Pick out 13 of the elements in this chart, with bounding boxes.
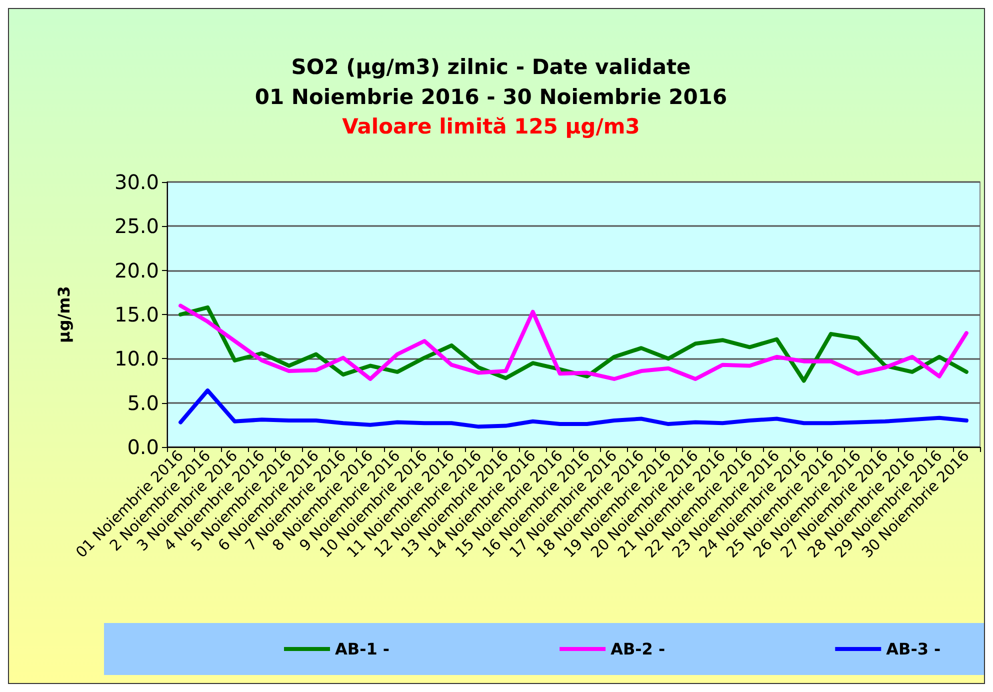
y-axis-title: µg/m3: [54, 286, 74, 343]
y-tick-label: 15.0: [114, 302, 159, 326]
legend-label: AB-1 -: [335, 640, 390, 658]
legend-label: AB-2 -: [610, 640, 666, 658]
y-tick-label: 10.0: [114, 346, 159, 371]
y-tick-label: 30.0: [114, 170, 159, 194]
y-tick-label: 5.0: [127, 390, 159, 415]
y-tick-label: 20.0: [114, 258, 159, 282]
chart-subtitle: Valoare limită 125 µg/m3: [342, 114, 640, 138]
chart-title: SO2 (µg/m3) zilnic - Date validate 01 Noiembrie 2016 - 30 Noiembrie 2016: [254, 55, 728, 109]
legend-label: AB-3 -: [886, 640, 941, 658]
y-tick-label: 25.0: [114, 214, 159, 238]
line-series: [178, 388, 968, 429]
